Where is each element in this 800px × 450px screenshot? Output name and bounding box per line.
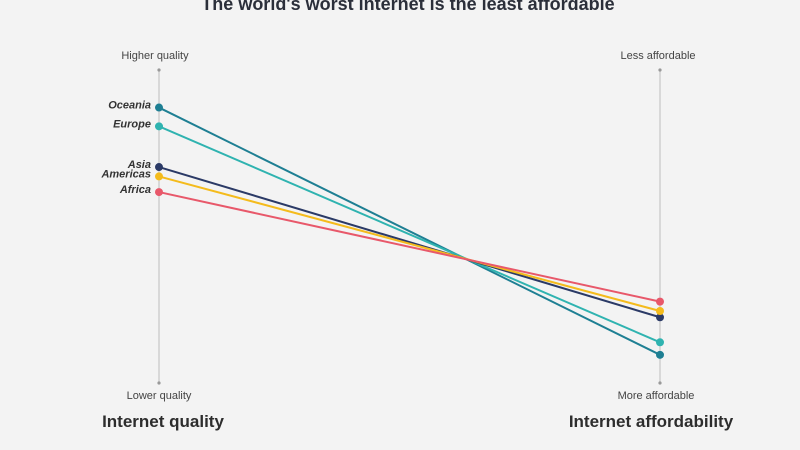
series-label-americas: Americas: [100, 168, 151, 180]
point-americas-quality: [155, 172, 163, 181]
point-asia-affordability: [656, 313, 664, 322]
left-axis-title: Internet quality: [102, 412, 224, 431]
point-europe-affordability: [656, 338, 664, 347]
left-axis-bottom-label: Lower quality: [127, 390, 192, 402]
series-line-asia: [158, 166, 661, 319]
series-label-africa: Africa: [119, 184, 151, 196]
point-oceania-quality: [155, 103, 163, 112]
point-africa-quality: [155, 188, 163, 197]
right-axis-top-cap: [658, 68, 662, 72]
series-line-americas: [158, 175, 661, 312]
right-axis-bottom-label: More affordable: [618, 390, 695, 402]
chart-title: The world's worst internet is the least …: [201, 0, 614, 14]
left-axis-bottom-cap: [157, 381, 161, 385]
right-axis-title: Internet affordability: [569, 412, 734, 431]
series-line-africa: [158, 191, 661, 303]
right-axis-bottom-cap: [658, 381, 662, 385]
point-europe-quality: [155, 122, 163, 131]
point-americas-affordability: [656, 307, 664, 316]
right-axis-top-label: Less affordable: [620, 50, 695, 62]
point-asia-quality: [155, 163, 163, 172]
series-label-oceania: Oceania: [108, 100, 151, 112]
left-axis-top-cap: [157, 68, 161, 72]
series-label-asia: Asia: [127, 159, 151, 171]
series-label-europe: Europe: [113, 118, 151, 130]
series-line-europe: [158, 125, 661, 344]
left-axis-top-label: Higher quality: [121, 50, 189, 62]
point-africa-affordability: [656, 297, 664, 306]
series-line-oceania: [158, 106, 661, 356]
point-oceania-affordability: [656, 350, 664, 359]
